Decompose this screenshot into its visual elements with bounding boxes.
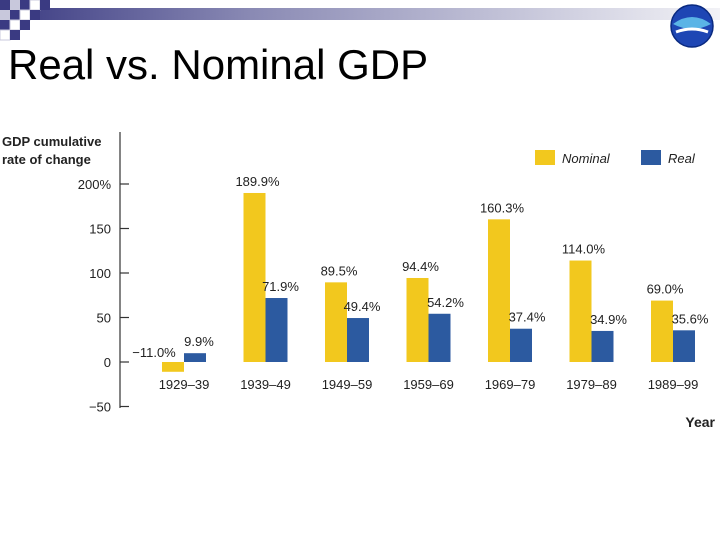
bar-nominal	[488, 219, 510, 362]
x-tick-label: 1989–99	[648, 377, 699, 392]
data-label-nominal: 69.0%	[647, 282, 684, 297]
bar-real	[673, 330, 695, 362]
legend-label-real: Real	[668, 151, 696, 166]
x-tick-label: 1939–49	[240, 377, 291, 392]
data-label-real: 34.9%	[590, 312, 627, 327]
x-tick-label: 1929–39	[159, 377, 210, 392]
data-label-real: 49.4%	[344, 299, 381, 314]
legend-label-nominal: Nominal	[562, 151, 611, 166]
y-tick-label: 150	[89, 222, 111, 237]
bar-nominal	[162, 362, 184, 372]
bar-real	[510, 328, 532, 362]
legend-swatch-real	[641, 150, 661, 165]
x-tick-label: 1979–89	[566, 377, 617, 392]
legend-swatch-nominal	[535, 150, 555, 165]
x-tick-label: 1969–79	[485, 377, 536, 392]
y-tick-label: 100	[89, 266, 111, 281]
bar-nominal	[406, 277, 429, 362]
header-banner	[0, 0, 720, 48]
y-tick-label: 0	[104, 355, 111, 370]
y-axis-label-line-2: rate of change	[2, 152, 91, 167]
bar-nominal	[569, 260, 592, 362]
bar-real	[184, 353, 206, 362]
y-tick-label: 50	[97, 311, 111, 326]
x-tick-label: 1959–69	[403, 377, 454, 392]
x-axis-label: Year	[685, 414, 715, 430]
data-label-nominal: −11.0%	[132, 345, 176, 360]
bar-real	[265, 298, 288, 362]
data-label-real: 54.2%	[427, 295, 464, 310]
y-tick-label: −50	[89, 400, 111, 415]
bar-real	[428, 313, 451, 362]
bar-real	[347, 318, 369, 362]
bar-real	[591, 330, 614, 362]
data-label-real: 37.4%	[509, 310, 546, 325]
x-tick-label: 1949–59	[322, 377, 373, 392]
data-label-real: 71.9%	[262, 279, 299, 294]
slide-title: Real vs. Nominal GDP	[8, 41, 429, 88]
y-tick-label: 200%	[78, 177, 112, 192]
y-axis-label-line-1: GDP cumulative	[2, 134, 101, 149]
data-label-nominal: 114.0%	[562, 242, 606, 257]
bar-nominal	[325, 282, 347, 362]
bar-nominal	[243, 192, 266, 362]
data-label-nominal: 89.5%	[321, 263, 358, 278]
globe-logo-icon	[670, 4, 714, 48]
data-label-nominal: 160.3%	[480, 200, 525, 215]
data-label-nominal: 94.4%	[402, 259, 439, 274]
bar-nominal	[651, 300, 673, 362]
data-label-nominal: 189.9%	[235, 174, 280, 189]
data-label-real: 9.9%	[184, 334, 214, 349]
data-label-real: 35.6%	[672, 311, 709, 326]
